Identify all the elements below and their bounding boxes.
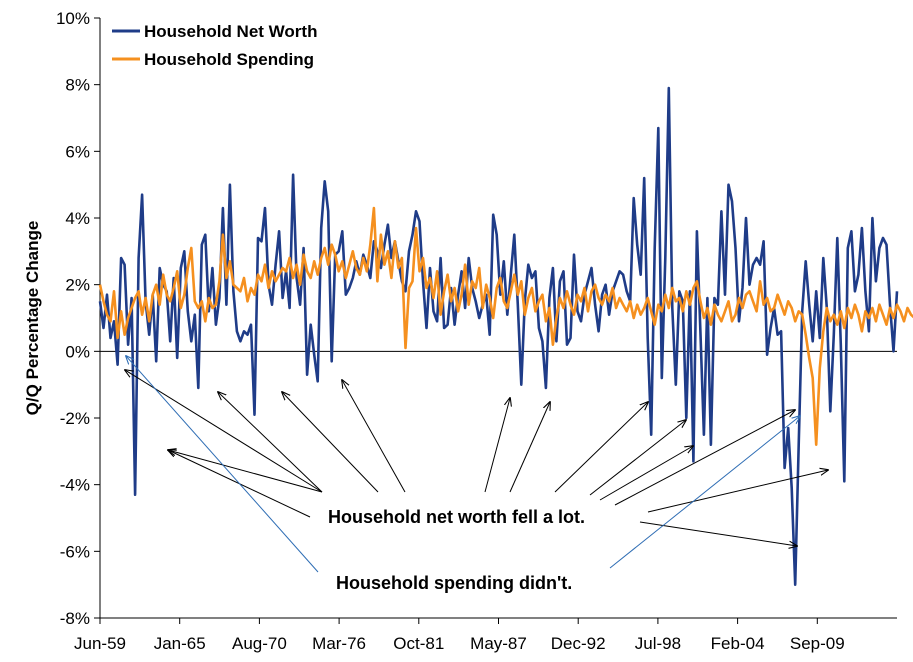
y-tick-label: 0% xyxy=(65,342,90,361)
legend-label-household-spending: Household Spending xyxy=(144,50,314,69)
series-line-household-spending xyxy=(98,206,913,446)
annotation-arrow xyxy=(218,392,323,493)
annotation-arrow xyxy=(614,410,795,506)
x-tick-label: Sep-09 xyxy=(790,634,845,653)
y-tick-label: 2% xyxy=(65,276,90,295)
y-tick-label: -8% xyxy=(60,609,90,628)
annotation-net-worth: Household net worth fell a lot. xyxy=(328,507,585,527)
annotation-arrow-spending xyxy=(609,416,800,569)
y-tick-label: 4% xyxy=(65,209,90,228)
x-tick-label: Dec-92 xyxy=(551,634,606,653)
annotation-arrow xyxy=(282,392,379,493)
annotation-arrow xyxy=(639,521,797,546)
y-tick-label: -6% xyxy=(60,542,90,561)
x-tick-label: Feb-04 xyxy=(711,634,765,653)
legend-label-household-net-worth: Household Net Worth xyxy=(144,22,317,41)
x-tick-label: Jun-59 xyxy=(74,634,126,653)
y-tick-label: -2% xyxy=(60,409,90,428)
annotation-arrow xyxy=(554,402,648,493)
x-tick-label: Oct-81 xyxy=(393,634,444,653)
y-tick-label: -4% xyxy=(60,476,90,495)
x-tick-label: Jan-65 xyxy=(154,634,206,653)
y-tick-label: 6% xyxy=(65,142,90,161)
annotation-spending: Household spending didn't. xyxy=(336,573,572,593)
annotation-arrows xyxy=(125,356,828,573)
annotation-arrow xyxy=(342,380,406,493)
x-tick-label: Aug-70 xyxy=(232,634,287,653)
annotation-arrow-spending xyxy=(126,356,319,573)
annotation-arrow xyxy=(599,446,693,501)
annotation-arrow xyxy=(168,450,323,493)
x-axis: Jun-59 Jan-65 Aug-70 Mar-76 Oct-81 May-87 Dec-… xyxy=(74,617,897,653)
x-tick-label: Mar-76 xyxy=(312,634,366,653)
y-axis-label: Q/Q Percentage Change xyxy=(23,221,42,416)
annotation-arrow xyxy=(125,370,323,493)
x-tick-label: Jul-98 xyxy=(635,634,681,653)
y-tick-label: 10% xyxy=(56,9,90,28)
legend: Household Net Worth Household Spending xyxy=(112,22,317,69)
y-tick-label: 8% xyxy=(65,76,90,95)
x-tick-label: May-87 xyxy=(470,634,527,653)
annotation-arrow xyxy=(647,470,828,513)
annotation-arrow xyxy=(484,398,510,493)
annotation-arrow xyxy=(589,420,686,496)
y-axis: -8% -6% -4% -2% 0% 2% 4% 6% 8% 10% xyxy=(56,9,101,628)
annotation-arrow xyxy=(509,402,550,493)
